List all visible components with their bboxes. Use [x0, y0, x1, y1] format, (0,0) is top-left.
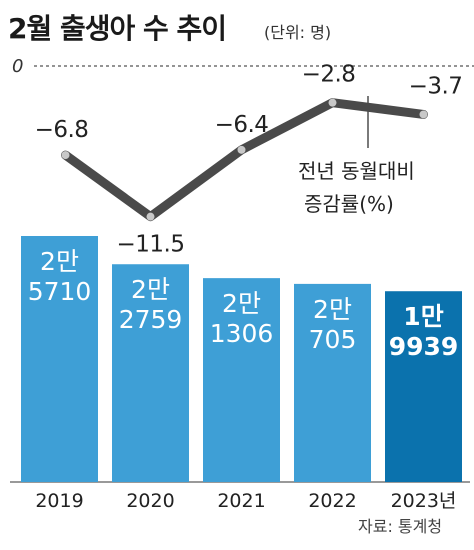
rate-marker	[61, 151, 70, 160]
x-tick-label: 2022	[308, 490, 356, 512]
rate-marker	[328, 98, 337, 107]
rate-label: −6.8	[35, 117, 89, 143]
bar-label-lower: 9939	[389, 332, 459, 361]
rate-marker	[419, 110, 428, 119]
rate-label: −3.7	[409, 73, 463, 99]
x-axis-ticks: 2019 2020 2021 2022 2023년	[35, 490, 456, 512]
bar-label-upper: 2만	[313, 295, 352, 324]
bar-label-lower: 5710	[28, 277, 92, 306]
legend-line-2: 증감률(%)	[304, 192, 394, 216]
bar-label-upper: 2만	[222, 289, 261, 318]
zero-label: 0	[12, 56, 23, 77]
bar-label-upper: 1만	[403, 302, 443, 331]
x-tick-label: 2020	[126, 490, 174, 512]
rate-marker	[146, 212, 155, 221]
bar-label-lower: 1306	[210, 319, 274, 348]
bar	[112, 264, 189, 482]
rate-marker	[237, 145, 246, 154]
source-note: 자료: 통계청	[358, 517, 442, 536]
x-tick-label: 2023년	[391, 490, 457, 512]
x-tick-label: 2021	[217, 490, 265, 512]
x-tick-label: 2019	[35, 490, 83, 512]
rate-label: −2.8	[302, 62, 356, 88]
bar	[203, 278, 280, 482]
rate-label: −6.4	[215, 112, 269, 138]
rate-label: −11.5	[117, 232, 185, 258]
rate-line-series: −6.8 −11.5 −6.4 −2.8 −3.7	[35, 62, 463, 258]
bar	[21, 236, 98, 482]
chart-title: 2월 출생아 수 추이	[8, 12, 226, 45]
bar	[294, 283, 371, 482]
chart-unit: (단위: 명)	[264, 23, 331, 42]
bar	[385, 291, 462, 482]
bar-label-lower: 2759	[119, 305, 183, 334]
legend-line-1: 전년 동월대비	[298, 159, 415, 183]
bar-label-upper: 2만	[40, 247, 79, 276]
bar-label-lower: 705	[309, 325, 357, 354]
bar-label-upper: 2만	[131, 275, 170, 304]
